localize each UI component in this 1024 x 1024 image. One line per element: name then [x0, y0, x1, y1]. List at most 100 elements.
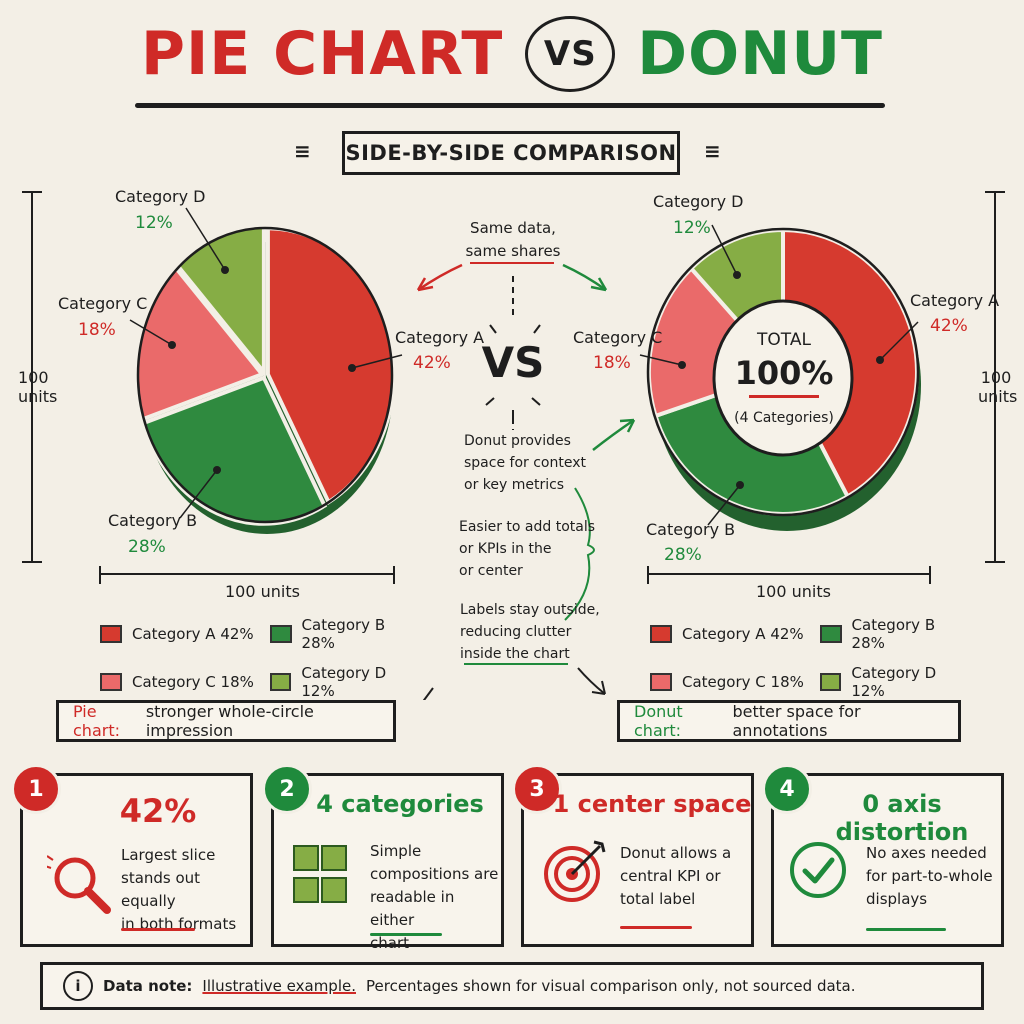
note-donut-space: Donut provides space for context or key me…	[464, 433, 586, 493]
donut-summary-prefix: Donut chart:	[634, 702, 683, 740]
donut-legend-c: Category C 18%	[650, 664, 820, 700]
donut-label-d: Category D	[653, 192, 744, 211]
arrow-to-pie	[416, 263, 463, 292]
donut-legend: Category A 42% Category B 28% Category C…	[650, 616, 970, 700]
donut-leader-dots	[678, 271, 884, 489]
card-3-underline	[620, 926, 692, 929]
donut-center-label: TOTAL	[757, 330, 811, 350]
checkmark-icon	[790, 842, 846, 898]
right-dash-marks: ≡	[704, 139, 721, 163]
pie-width-label: 100 units	[225, 582, 300, 601]
pie-height-label: 100 units	[18, 368, 58, 406]
donut-leader-lines	[639, 224, 919, 526]
donut-outline	[646, 227, 920, 517]
card-3-badge: 3	[512, 764, 562, 814]
same-data-underline	[470, 262, 554, 264]
card-2-underline	[370, 933, 442, 936]
donut-center-underline	[749, 395, 819, 398]
pie-slice-category-c	[134, 264, 266, 423]
card-1-text: Largest slice stands out equally in both f…	[121, 846, 237, 933]
donut-height-axis	[985, 191, 1005, 563]
pie-legend-d: Category D 12%	[270, 664, 420, 700]
pie-width-axis	[99, 566, 395, 584]
card-1-headline: 42%	[119, 792, 197, 830]
donut-legend-d: Category D 12%	[820, 664, 970, 700]
card-3-headline: 1 center space	[552, 790, 752, 818]
title-pie-chart: PIE CHART	[141, 19, 504, 89]
pie-leader-dots	[168, 266, 356, 474]
arrow-to-donut-center	[592, 418, 636, 451]
donut-label-a: Category A	[910, 291, 1000, 310]
data-note-text: Percentages shown for visual comparison …	[366, 977, 856, 995]
vs-burst-lines	[485, 324, 541, 420]
data-note: i Data note: Illustrative example. Perce…	[40, 962, 984, 1010]
info-icon: i	[63, 971, 93, 1001]
donut-summary-box: Donut chart: better space for annotation…	[617, 700, 961, 742]
donut-pct-a: 42%	[930, 316, 968, 336]
title-underline	[135, 103, 885, 108]
card-1-badge: 1	[11, 764, 61, 814]
charts-canvas	[22, 191, 1005, 700]
note-totals: Easier to add totals or KPIs in the or cen…	[459, 519, 596, 579]
pie-label-a: Category A	[395, 328, 485, 347]
donut-center-sub: (4 Categories)	[734, 410, 834, 426]
card-4-underline	[866, 928, 946, 931]
card-categories: 2 4 categories Simple compositions are rea…	[262, 764, 504, 952]
pie-legend: Category A 42% Category B 28% Category C…	[100, 616, 420, 700]
card-2-headline: 4 categories	[316, 790, 484, 818]
card-axis-distortion: 4 0 axis distortion No axes needed for pa…	[762, 764, 1004, 947]
donut-pct-c: 18%	[593, 353, 631, 373]
pie-outline	[136, 226, 394, 524]
donut-label-c: Category C	[573, 328, 663, 347]
card-4-badge: 4	[762, 764, 812, 814]
donut-width-label: 100 units	[756, 582, 831, 601]
pie-leader-lines	[129, 207, 403, 519]
grid-icon	[293, 845, 347, 903]
card-2-badge: 2	[262, 764, 312, 814]
card-2-text: Simple compositions are readable in either…	[370, 842, 499, 952]
note-labels: Labels stay outside, reducing clutter insi…	[460, 602, 600, 662]
title-donut: DONUT	[637, 19, 883, 89]
donut-center-value: 100%	[734, 354, 834, 392]
pie-summary-prefix: Pie chart:	[73, 702, 120, 740]
donut-legend-a: Category A 42%	[650, 616, 820, 652]
card-center-space: 3 1 center space Donut allows a central K…	[512, 764, 754, 947]
pie-pct-d: 12%	[135, 213, 173, 233]
card-4-headline: 0 axis distortion	[835, 790, 969, 846]
card-3-text: Donut allows a central KPI or total label	[620, 844, 732, 908]
data-note-label: Data note:	[103, 977, 193, 995]
pie-legend-b: Category B 28%	[270, 616, 420, 652]
pie-summary-box: Pie chart: stronger whole-circle impress…	[56, 700, 396, 742]
card-1-underline	[121, 928, 195, 931]
donut-pct-b: 28%	[664, 545, 702, 565]
arrow-to-donut-summary	[577, 667, 606, 695]
donut-hole	[712, 299, 854, 457]
pie-pct-b: 28%	[128, 537, 166, 557]
pie-legend-c: Category C 18%	[100, 664, 270, 700]
same-data-note: Same data, same shares	[465, 219, 561, 260]
pie-summary-text: stronger whole-circle impression	[145, 702, 314, 740]
donut-width-axis	[647, 566, 931, 584]
magnifier-icon	[47, 855, 111, 914]
data-note-emphasis: Illustrative example.	[202, 977, 356, 995]
pie-label-d: Category D	[115, 187, 206, 206]
donut-summary-text: better space for annotations	[732, 702, 861, 740]
pie-height-axis	[22, 191, 42, 563]
pie-label-b: Category B	[108, 511, 198, 530]
pie-pct-c: 18%	[78, 320, 116, 340]
notes-bracket	[564, 487, 595, 621]
card-largest-slice: 1 42% Largest slice stands out equally in …	[11, 764, 253, 947]
left-dash-marks: ≡	[294, 139, 311, 163]
donut-height-label: 100 units	[978, 368, 1018, 406]
subtitle: SIDE-BY-SIDE COMPARISON	[342, 131, 680, 175]
pie-legend-a: Category A 42%	[100, 616, 270, 652]
arrow-to-donut	[562, 263, 608, 292]
target-icon	[544, 840, 606, 902]
pie-pct-a: 42%	[413, 353, 451, 373]
center-vs: VS	[481, 338, 545, 387]
arrow-to-pie-summary	[422, 687, 434, 700]
title-vs-badge: VS	[525, 16, 616, 92]
donut-legend-b: Category B 28%	[820, 616, 970, 652]
pie-slice-category-d	[175, 224, 266, 378]
note-labels-underline	[464, 663, 568, 665]
